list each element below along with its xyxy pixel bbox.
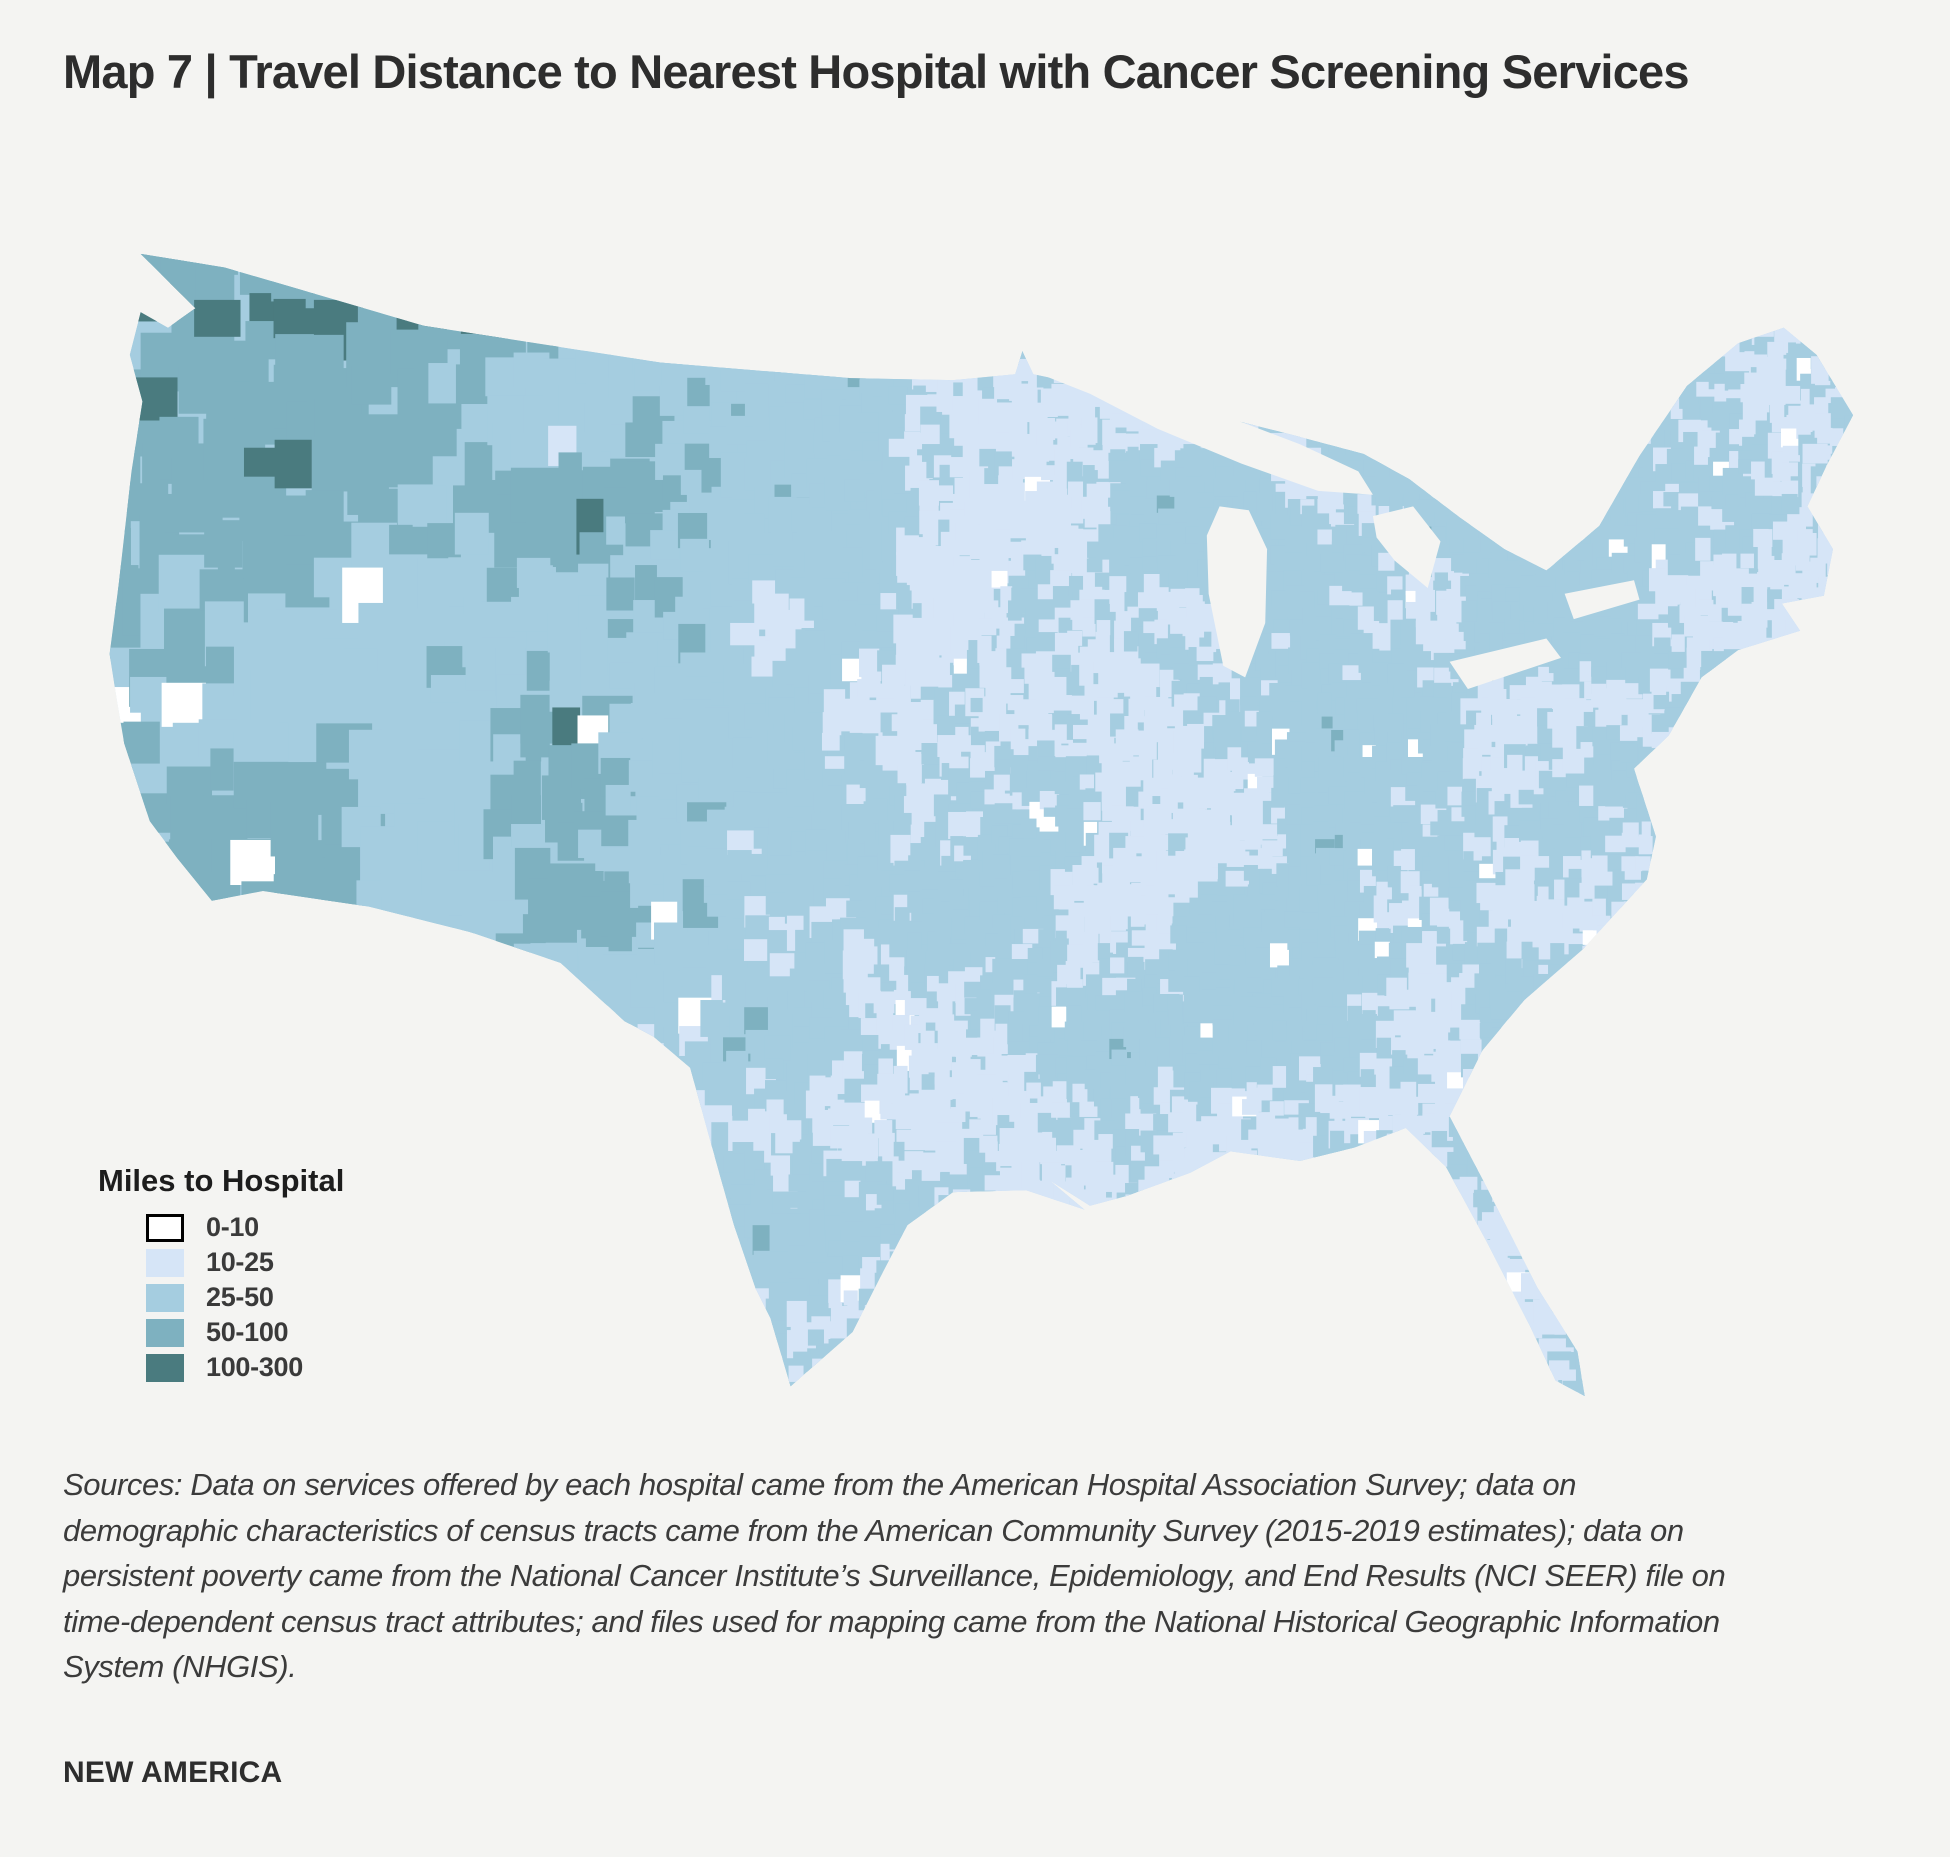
legend-item: 10-25	[146, 1247, 344, 1278]
legend-title: Miles to Hospital	[98, 1163, 345, 1198]
legend-label: 0-10	[206, 1212, 259, 1242]
legend-item: 0-10	[146, 1212, 344, 1243]
us-map-svg	[109, 253, 1854, 1397]
census-tract-cells	[109, 253, 1854, 1397]
legend-label: 10-25	[206, 1247, 274, 1277]
us-choropleth-map	[95, 215, 1875, 1400]
great-lakes	[1035, 358, 1640, 689]
legend-rows: 0-10 10-25 25-50 50-100 100-300	[98, 1212, 344, 1383]
sources-note: Sources: Data on services offered by eac…	[63, 1467, 1726, 1685]
legend-label: 50-100	[206, 1317, 289, 1347]
legend-label: 25-50	[206, 1282, 274, 1312]
new-america-logo: NEW AMERICA	[63, 1756, 283, 1789]
legend-item: 50-100	[146, 1317, 344, 1348]
legend-item: 25-50	[146, 1282, 344, 1313]
legend-label: 100-300	[206, 1352, 303, 1382]
legend-item: 100-300	[146, 1352, 344, 1383]
legend-swatch-icon	[146, 1353, 184, 1382]
legend-swatch-icon	[146, 1318, 184, 1347]
legend-swatch-icon	[146, 1213, 184, 1242]
map-legend: Miles to Hospital 0-10 10-25 25-50 50-100 10…	[98, 1163, 344, 1387]
legend-swatch-icon	[146, 1248, 184, 1277]
page-title: Map 7 | Travel Distance to Nearest Hospi…	[63, 45, 1690, 98]
legend-swatch-icon	[146, 1283, 184, 1312]
